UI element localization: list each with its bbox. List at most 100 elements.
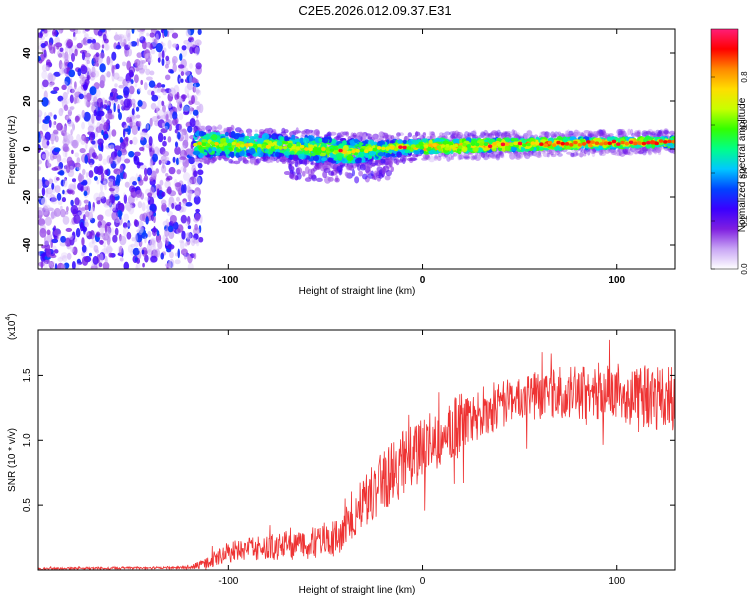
spectrogram-noise-cell (138, 31, 144, 41)
spectrogram-noise-cell (99, 225, 105, 235)
spectrogram-halo-cell (514, 132, 521, 140)
spectrogram-ridge-cell (517, 141, 523, 146)
spectrogram-noise-cell (190, 143, 194, 150)
spectrogram-noise-cell (91, 66, 96, 75)
spectrogram-signal-cell (318, 138, 323, 143)
spectrogram-noise-cell (149, 70, 155, 76)
spectrogram-noise-cell (62, 215, 70, 225)
spectrogram-halo-cell (653, 148, 658, 155)
spectrogram-noise-cell (117, 33, 125, 39)
spectrogram-noise-cell (104, 209, 112, 217)
spectrogram-halo-cell (470, 155, 476, 161)
spectrogram-halo-cell (505, 132, 511, 137)
spectrogram-scatter-cell (304, 177, 312, 182)
spectrogram-ridge-cell (543, 143, 548, 147)
spectrogram-halo-cell (644, 132, 649, 136)
spectrogram-noise-cell (84, 29, 90, 32)
spectrogram-noise-cell (146, 58, 153, 64)
spectrogram-ridge-cell (312, 147, 318, 152)
spectrogram-halo-cell (587, 131, 594, 138)
spectrogram-noise-cell (89, 162, 93, 168)
spectrogram-noise-cell (111, 205, 116, 211)
spectrogram-noise-cell (130, 115, 136, 120)
spectrogram-halo-cell (494, 133, 500, 138)
spectrogram-halo-cell (242, 157, 248, 162)
colorbar-tick-label: 0.8 (740, 71, 749, 83)
spectrogram-noise-cell (59, 242, 67, 247)
spectrogram-noise-cell (122, 172, 127, 180)
spectrogram-noise-cell (111, 69, 115, 77)
spectrogram-noise-cell (84, 154, 89, 164)
spectrogram-noise-cell (65, 206, 69, 212)
spectrogram-noise-cell (45, 65, 50, 71)
spectrogram-noise-cell (184, 132, 189, 143)
spectrogram-noise-cell (99, 74, 106, 85)
spectrogram-noise-cell (149, 176, 154, 182)
spectrogram-noise-cell (146, 42, 151, 49)
spectrogram-halo-cell (471, 134, 476, 139)
spectrogram-signal-cell (279, 136, 285, 142)
spectrogram-signal-cell (666, 142, 674, 147)
spectrogram-halo-cell (450, 133, 456, 140)
spectrogram-noise-cell (139, 213, 146, 221)
spectrogram-noise-cell (99, 239, 104, 245)
spectrogram-noise-cell (44, 240, 49, 247)
spectrogram-noise-cell (84, 78, 90, 86)
spectrogram-noise-cell (164, 122, 170, 130)
spectrogram-noise-cell (41, 122, 49, 131)
spectrogram-halo-cell (494, 133, 501, 138)
spectrogram-noise-cell (51, 182, 55, 190)
spectrogram-halo-cell (202, 156, 209, 164)
spectrogram-noise-cell (127, 244, 133, 254)
spectrogram-ridge-cell (599, 142, 604, 146)
spectrogram-halo-cell (227, 127, 233, 131)
spectrogram-halo-cell (582, 152, 587, 157)
spectrogram-noise-cell (105, 44, 109, 51)
spectrogram-noise-cell (128, 69, 134, 77)
spectrogram-noise-cell (117, 108, 121, 113)
spectrogram-halo-cell (588, 133, 595, 138)
spectrogram-noise-cell (131, 29, 135, 34)
spectrogram-signal-cell (236, 133, 245, 138)
spectrogram-noise-cell (51, 139, 54, 145)
spectrogram-noise-cell (188, 105, 193, 115)
spectrogram-noise-cell (194, 39, 202, 46)
spectrogram-noise-cell (155, 248, 161, 258)
spectrogram-noise-cell (64, 51, 69, 62)
spectrogram-noise-cell (180, 147, 185, 156)
spectrogram-noise-cell (43, 261, 48, 269)
spectrogram-noise-cell (113, 102, 116, 113)
spectrogram-noise-cell (90, 42, 97, 50)
spectrogram-ridge-cell (526, 142, 531, 147)
spectrogram-halo-cell (254, 129, 258, 133)
spectrogram-scatter-cell (310, 168, 315, 175)
spectrogram-noise-cell (135, 106, 140, 112)
spectrogram-noise-cell (162, 220, 168, 227)
spectrogram-noise-cell (63, 104, 69, 111)
spectrogram-noise-cell (167, 243, 175, 250)
spectrogram-ridge-cell (586, 140, 591, 144)
spectrogram-noise-cell (52, 129, 59, 135)
spectrogram-halo-cell (570, 152, 575, 158)
spectrogram-noise-cell (45, 115, 51, 121)
spectrogram-halo-cell (613, 150, 620, 156)
spectrogram-noise-cell (87, 211, 94, 221)
spectrogram-noise-cell (133, 74, 139, 84)
spectrogram-halo-cell (620, 128, 626, 136)
spectrogram-noise-cell (186, 184, 190, 193)
spectrogram-noise-cell (144, 196, 151, 201)
spectrogram-noise-cell (62, 91, 68, 100)
spectrogram-ridge-cell (492, 141, 497, 146)
spectrogram-noise-cell (50, 196, 58, 205)
spectrogram-scatter-cell (288, 173, 295, 179)
spectrogram-noise-cell (147, 230, 152, 238)
spectrogram-noise-cell (180, 71, 185, 77)
spectrogram-ridge-cell (552, 143, 557, 147)
spectrogram-noise-cell (146, 167, 153, 176)
spectrogram-noise-cell (177, 131, 181, 140)
spectrogram-signal-cell (211, 133, 218, 141)
spectrogram-noise-cell (81, 109, 86, 119)
spectrogram-noise-cell (57, 29, 62, 35)
spectrogram-noise-cell (114, 156, 121, 165)
spectrogram-noise-cell (198, 103, 204, 114)
